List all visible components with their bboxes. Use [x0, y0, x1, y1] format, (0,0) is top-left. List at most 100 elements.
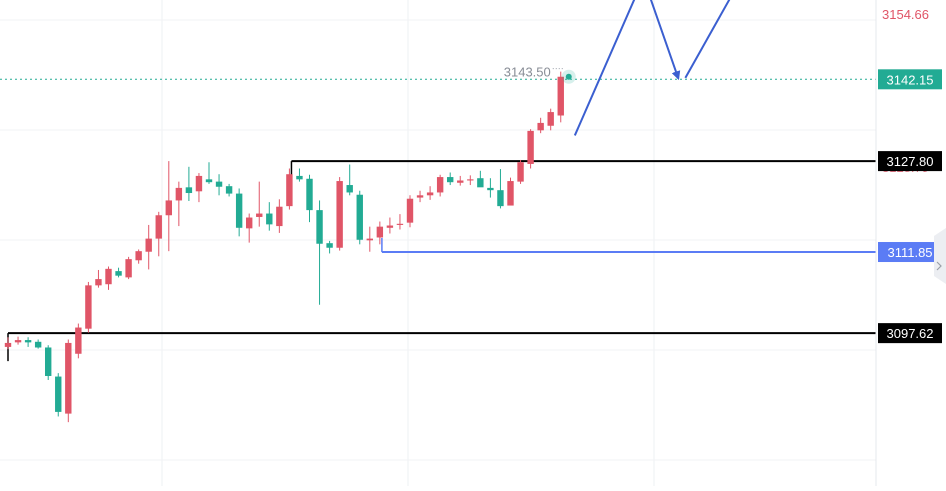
candle — [396, 214, 404, 230]
candle-body — [406, 198, 414, 223]
candle — [326, 240, 333, 254]
candle-body — [165, 200, 172, 216]
candle-body — [416, 195, 424, 198]
candle-body — [487, 187, 494, 191]
candle-body — [175, 187, 183, 201]
candle — [95, 269, 102, 288]
candle-body — [14, 340, 22, 343]
candle — [406, 195, 414, 228]
candle-body — [266, 213, 273, 225]
candle-body — [65, 342, 72, 414]
candle-body — [155, 215, 162, 239]
candle-body — [55, 376, 62, 412]
candle-body — [346, 185, 353, 193]
axis-label-top: 3154.66 — [882, 7, 929, 22]
candle — [547, 108, 554, 131]
candle — [447, 172, 454, 186]
candle-body — [85, 285, 92, 329]
candle-body — [45, 347, 52, 376]
candle-body — [366, 238, 373, 241]
candle-body — [256, 213, 263, 217]
forecast-arrow — [573, 0, 636, 136]
candle — [386, 217, 394, 234]
price-badges: 3142.15 3127.80 3111.85 3097.62 — [878, 69, 942, 344]
last-price-dot — [565, 73, 572, 80]
candle — [4, 337, 12, 350]
candle-body — [497, 190, 504, 207]
candle-body — [115, 271, 122, 276]
candle-body — [547, 112, 554, 126]
candle-body — [336, 181, 343, 248]
candle-body — [306, 178, 313, 211]
grid-lines — [0, 0, 876, 486]
candle — [24, 337, 32, 347]
scroll-handle[interactable] — [934, 228, 946, 284]
candle — [517, 159, 524, 184]
candle — [426, 186, 434, 200]
candle-body — [507, 181, 514, 206]
candle-body — [246, 217, 253, 229]
candle-body — [477, 178, 484, 188]
candle — [135, 249, 142, 264]
candle-body — [34, 341, 42, 348]
candle-body — [185, 187, 193, 194]
candle — [336, 177, 343, 251]
badge-resistance-bg — [878, 151, 942, 172]
candle — [55, 373, 62, 417]
candle-body — [205, 179, 213, 183]
badge-support: 3111.85 — [887, 245, 932, 260]
candle — [316, 200, 323, 305]
candle — [235, 188, 243, 237]
chevron-right-icon — [936, 261, 942, 271]
candle-body — [276, 206, 283, 227]
candle — [507, 177, 514, 206]
candle — [306, 174, 313, 223]
candle-body — [75, 327, 82, 354]
candle-body — [436, 177, 444, 193]
candle-body — [557, 76, 564, 116]
candle — [175, 181, 183, 227]
candle — [497, 169, 504, 209]
candle-body — [235, 193, 243, 228]
candle-body — [316, 210, 323, 244]
candle — [145, 224, 152, 270]
candle — [356, 190, 363, 245]
candle-body — [426, 192, 434, 196]
candle — [457, 175, 464, 186]
candle — [85, 281, 92, 333]
candle-body — [125, 259, 132, 278]
forecast-arrows — [573, 0, 731, 136]
candle-body — [195, 175, 203, 192]
candle — [557, 71, 564, 123]
candle — [246, 213, 253, 243]
candle — [75, 323, 82, 359]
candle — [296, 168, 303, 182]
candle — [65, 339, 72, 423]
chart-extras: 3143.50 — [504, 65, 946, 284]
candle — [45, 345, 52, 380]
candle — [266, 202, 273, 231]
candle — [416, 190, 424, 203]
candle-body — [145, 238, 152, 252]
badge-resistance: 3127.80 — [887, 154, 934, 169]
candle — [256, 181, 263, 227]
candle — [225, 183, 233, 197]
candle-body — [356, 194, 363, 240]
candle — [346, 164, 353, 196]
forecast-arrow — [684, 0, 731, 79]
last-price-annotation: 3143.50 — [504, 65, 551, 80]
candle — [34, 339, 42, 349]
candle — [155, 211, 162, 257]
candle-body — [396, 223, 404, 225]
candle-body — [286, 174, 293, 207]
candle — [527, 129, 534, 169]
candle-body — [376, 226, 384, 238]
candle — [115, 267, 122, 278]
candle-body — [527, 130, 534, 164]
candle — [165, 161, 172, 252]
candle-body — [386, 225, 394, 228]
level-lines — [0, 78, 876, 362]
candle — [436, 174, 444, 197]
